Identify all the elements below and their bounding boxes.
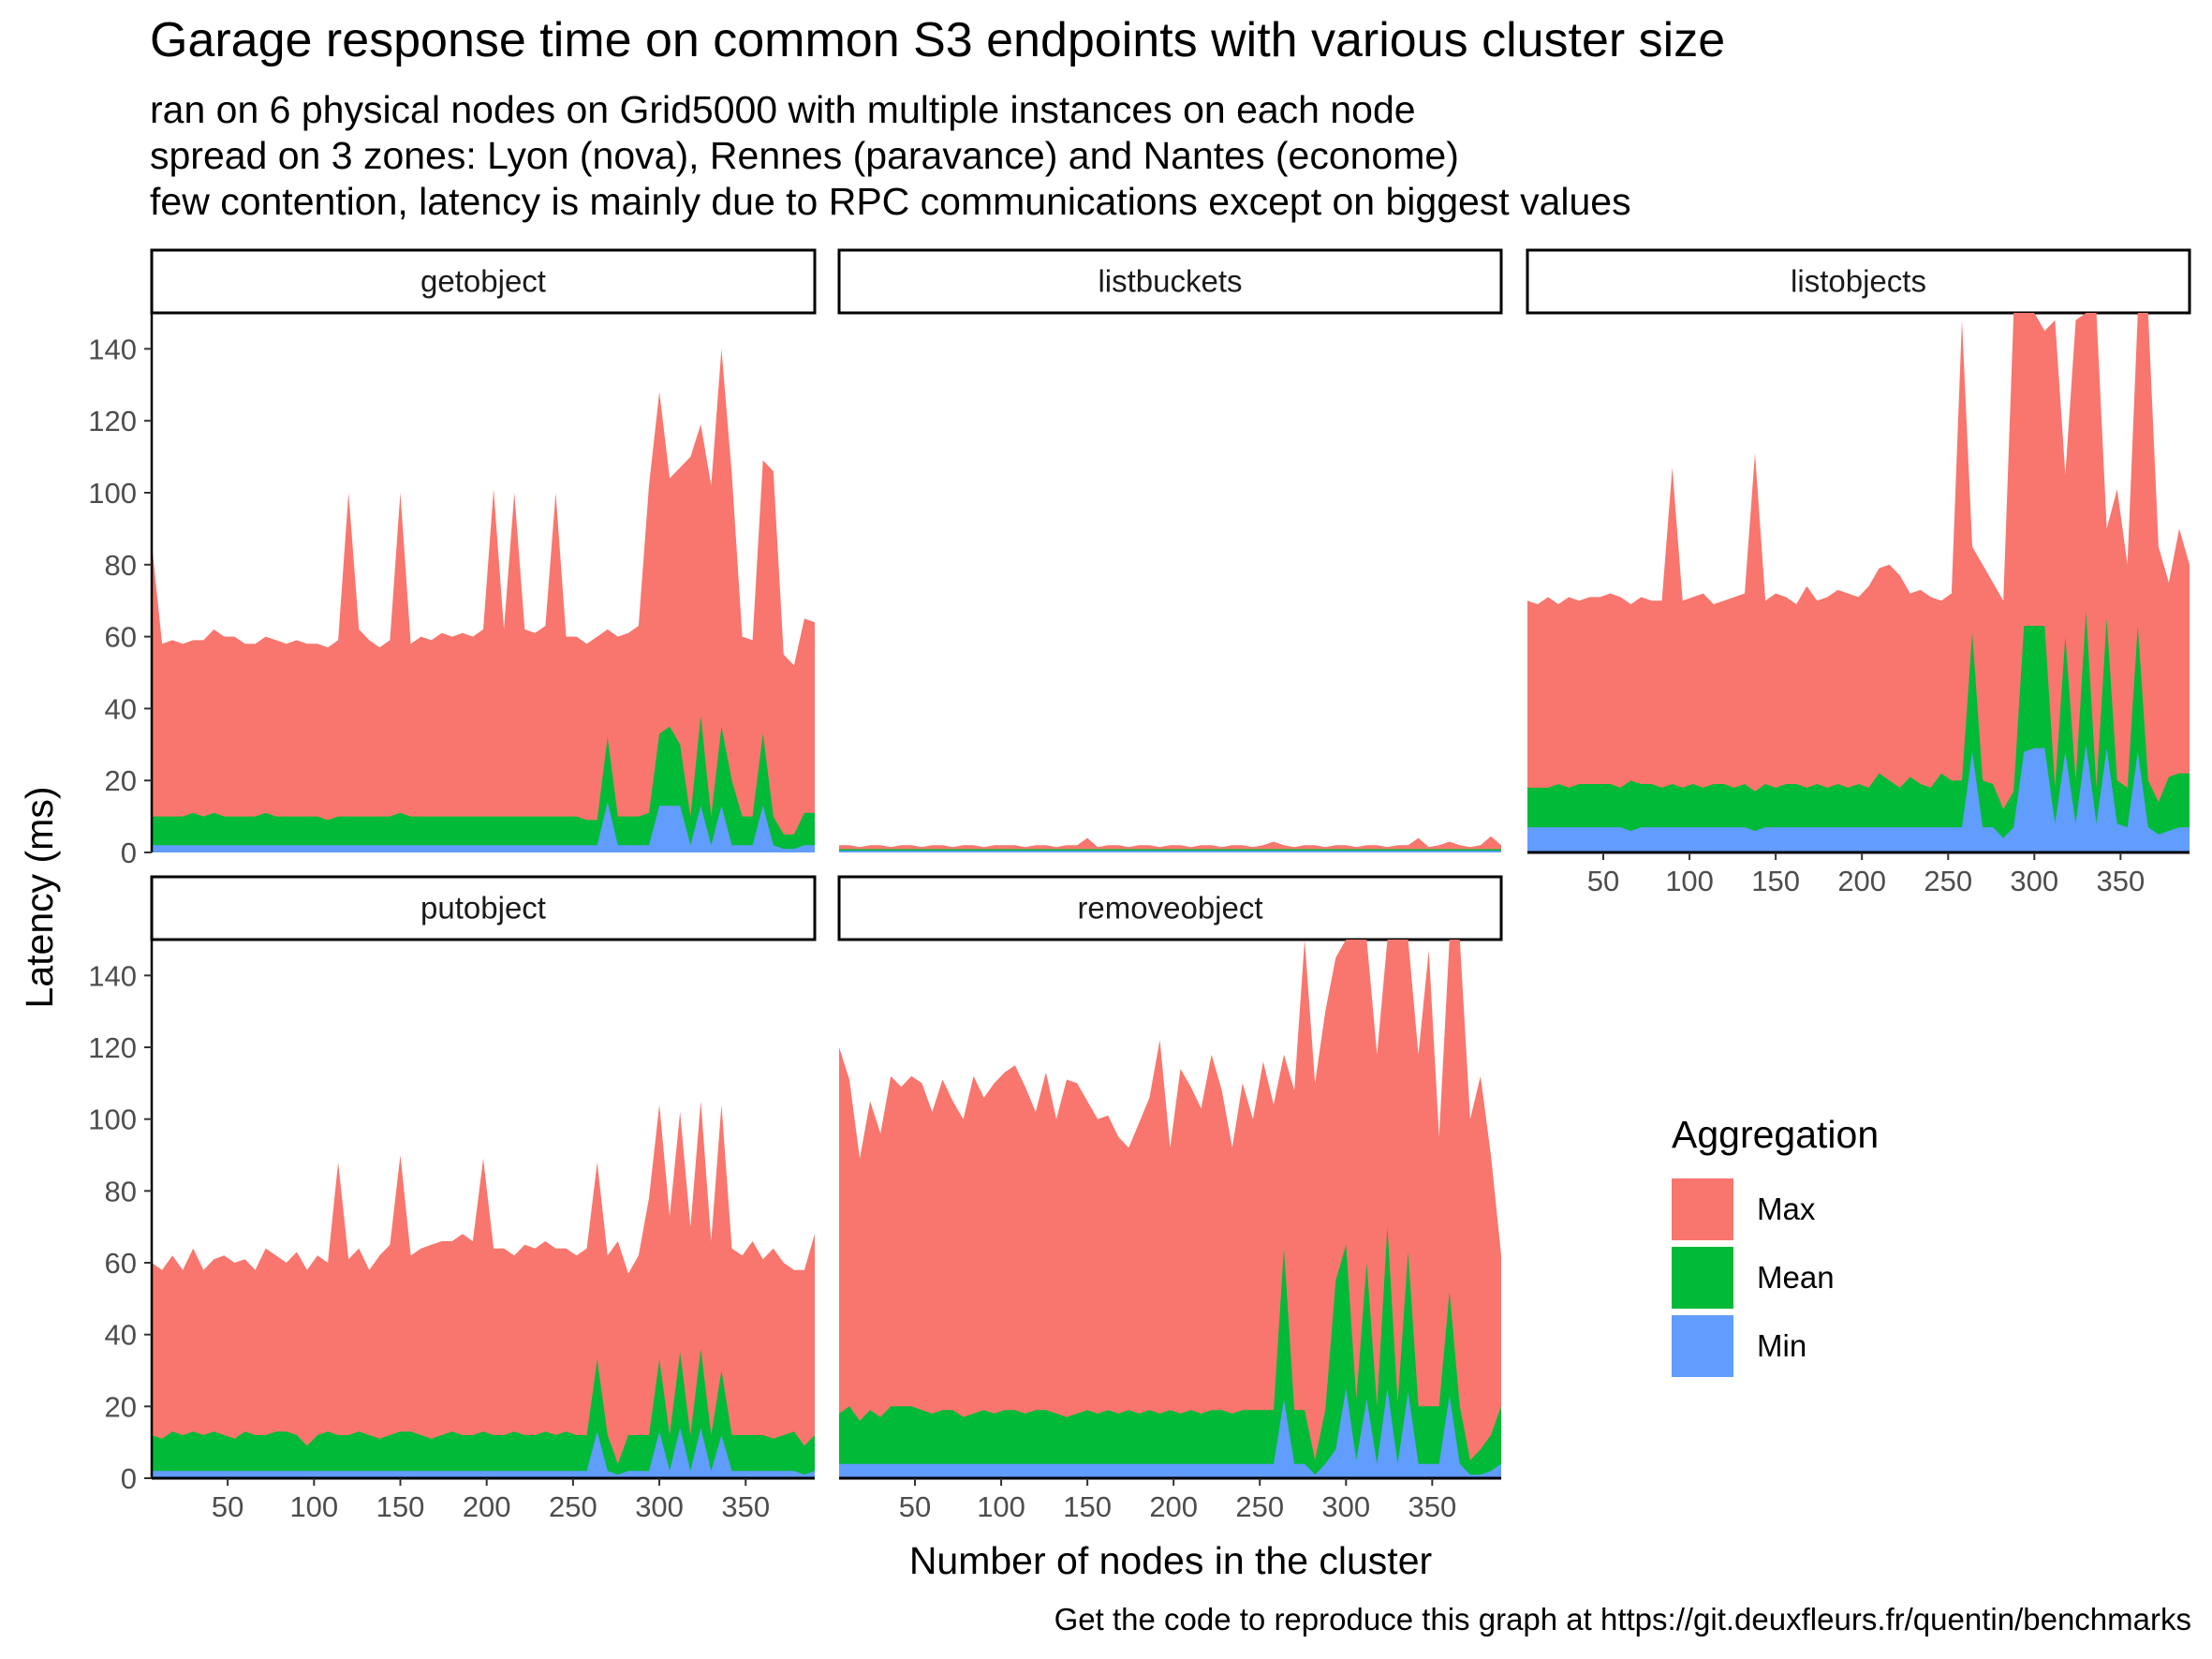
- panel-listbuckets: listbuckets: [837, 248, 1503, 852]
- area-max-putobject: [152, 1101, 815, 1478]
- x-tick-label: 50: [899, 1490, 931, 1523]
- y-tick-label: 140: [88, 959, 137, 992]
- chart-subtitle-line-1: ran on 6 physical nodes on Grid5000 with…: [150, 88, 1416, 131]
- legend-key-max: [1672, 1178, 1733, 1240]
- panel-areas-listbuckets: [839, 836, 1501, 852]
- y-tick-label: 40: [105, 1319, 137, 1352]
- y-axis-title: Latency (ms): [18, 787, 61, 1009]
- strip-label-listbuckets: listbuckets: [1098, 264, 1242, 299]
- area-mean-removeobject: [839, 1226, 1501, 1478]
- strip-listbuckets: [837, 248, 1503, 315]
- y-tick-label: 0: [121, 1462, 137, 1495]
- area-mean-getobject: [152, 716, 815, 852]
- x-tick-label: 200: [463, 1490, 511, 1523]
- y-tick-label: 60: [105, 1247, 137, 1280]
- strip-label-putobject: putobject: [420, 891, 546, 926]
- x-tick-label: 350: [1408, 1490, 1456, 1523]
- facet-panels: getobject 0 20 40 60 80 100 120 140 listbuckets li…: [88, 248, 2191, 1523]
- panel-areas-putobject: [152, 1101, 815, 1478]
- x-tick-label: 150: [1063, 1490, 1112, 1523]
- area-min-listbuckets: [839, 851, 1501, 852]
- area-min-listobjects: [1527, 744, 2190, 852]
- legend-key-min: [1672, 1315, 1733, 1377]
- x-tick-label: 50: [1587, 865, 1619, 897]
- x-tick-label: 350: [2096, 865, 2145, 897]
- area-min-putobject: [152, 1428, 815, 1478]
- legend-title: Aggregation: [1672, 1113, 1879, 1156]
- y-tick-label: 100: [88, 477, 137, 510]
- x-tick-label: 100: [1665, 865, 1714, 897]
- x-tick-label: 200: [1149, 1490, 1198, 1523]
- panel-areas-removeobject: [839, 940, 1501, 1478]
- x-tick-label: 250: [1235, 1490, 1284, 1523]
- chart-title: Garage response time on common S3 endpoi…: [150, 13, 1725, 67]
- legend-label-max: Max: [1757, 1192, 1816, 1226]
- area-max-getobject: [152, 348, 815, 852]
- panel-getobject: getobject 0 20 40 60 80 100 120 140: [88, 248, 817, 869]
- x-tick-label: 250: [549, 1490, 597, 1523]
- y-tick-label: 20: [105, 764, 137, 797]
- panel-putobject: putobject 0 20 40 60 80 100 120 140 50 100 150 200 25…: [88, 875, 817, 1523]
- y-tick-label: 80: [105, 549, 137, 582]
- legend-label-mean: Mean: [1757, 1260, 1835, 1295]
- y-tick-label: 0: [121, 837, 137, 869]
- area-min-removeobject: [839, 1388, 1501, 1478]
- y-tick-label: 120: [88, 405, 137, 437]
- x-tick-label: 350: [721, 1490, 770, 1523]
- y-tick-label: 120: [88, 1031, 137, 1064]
- panel-areas-listobjects: [1527, 313, 2190, 852]
- strip-label-listobjects: listobjects: [1791, 264, 1926, 299]
- strip-listobjects: [1526, 248, 2191, 315]
- y-tick-label: 60: [105, 621, 137, 654]
- chart-subtitle-line-3: few contention, latency is mainly due to…: [150, 180, 1631, 223]
- x-tick-label: 100: [289, 1490, 338, 1523]
- x-tick-label: 50: [212, 1490, 243, 1523]
- x-tick-label: 100: [977, 1490, 1025, 1523]
- x-tick-label: 300: [1321, 1490, 1370, 1523]
- area-min-getobject: [152, 802, 815, 852]
- x-tick-label: 200: [1837, 865, 1886, 897]
- legend: Aggregation Max Mean Min: [1672, 1113, 1879, 1377]
- x-tick-label: 300: [2010, 865, 2058, 897]
- legend-label-min: Min: [1757, 1328, 1806, 1363]
- area-max-listbuckets: [839, 836, 1501, 852]
- x-tick-label: 300: [635, 1490, 684, 1523]
- x-tick-label: 150: [1751, 865, 1800, 897]
- strip-getobject: [150, 248, 817, 315]
- y-tick-label: 40: [105, 692, 137, 725]
- caption: Get the code to reproduce this graph at …: [1054, 1602, 2191, 1637]
- y-tick-label: 100: [88, 1104, 137, 1136]
- strip-removeobject: [837, 875, 1503, 941]
- strip-label-removeobject: removeobject: [1077, 891, 1262, 926]
- chart-subtitle-line-2: spread on 3 zones: Lyon (nova), Rennes (…: [150, 134, 1459, 177]
- strip-putobject: [150, 875, 817, 941]
- x-tick-label: 250: [1924, 865, 1972, 897]
- y-tick-label: 20: [105, 1390, 137, 1423]
- legend-key-mean: [1672, 1247, 1733, 1309]
- area-mean-putobject: [152, 1349, 815, 1478]
- y-tick-label: 140: [88, 333, 137, 365]
- y-tick-label: 80: [105, 1175, 137, 1207]
- panel-areas-getobject: [152, 348, 815, 852]
- x-tick-label: 150: [376, 1490, 425, 1523]
- panel-listobjects: listobjects 50 100 150 200 250 300 350: [1526, 248, 2191, 897]
- strip-label-getobject: getobject: [420, 264, 546, 299]
- panel-removeobject: removeobject 50 100 150 200 250 300 350: [837, 875, 1503, 1523]
- x-axis-title: Number of nodes in the cluster: [909, 1539, 1432, 1582]
